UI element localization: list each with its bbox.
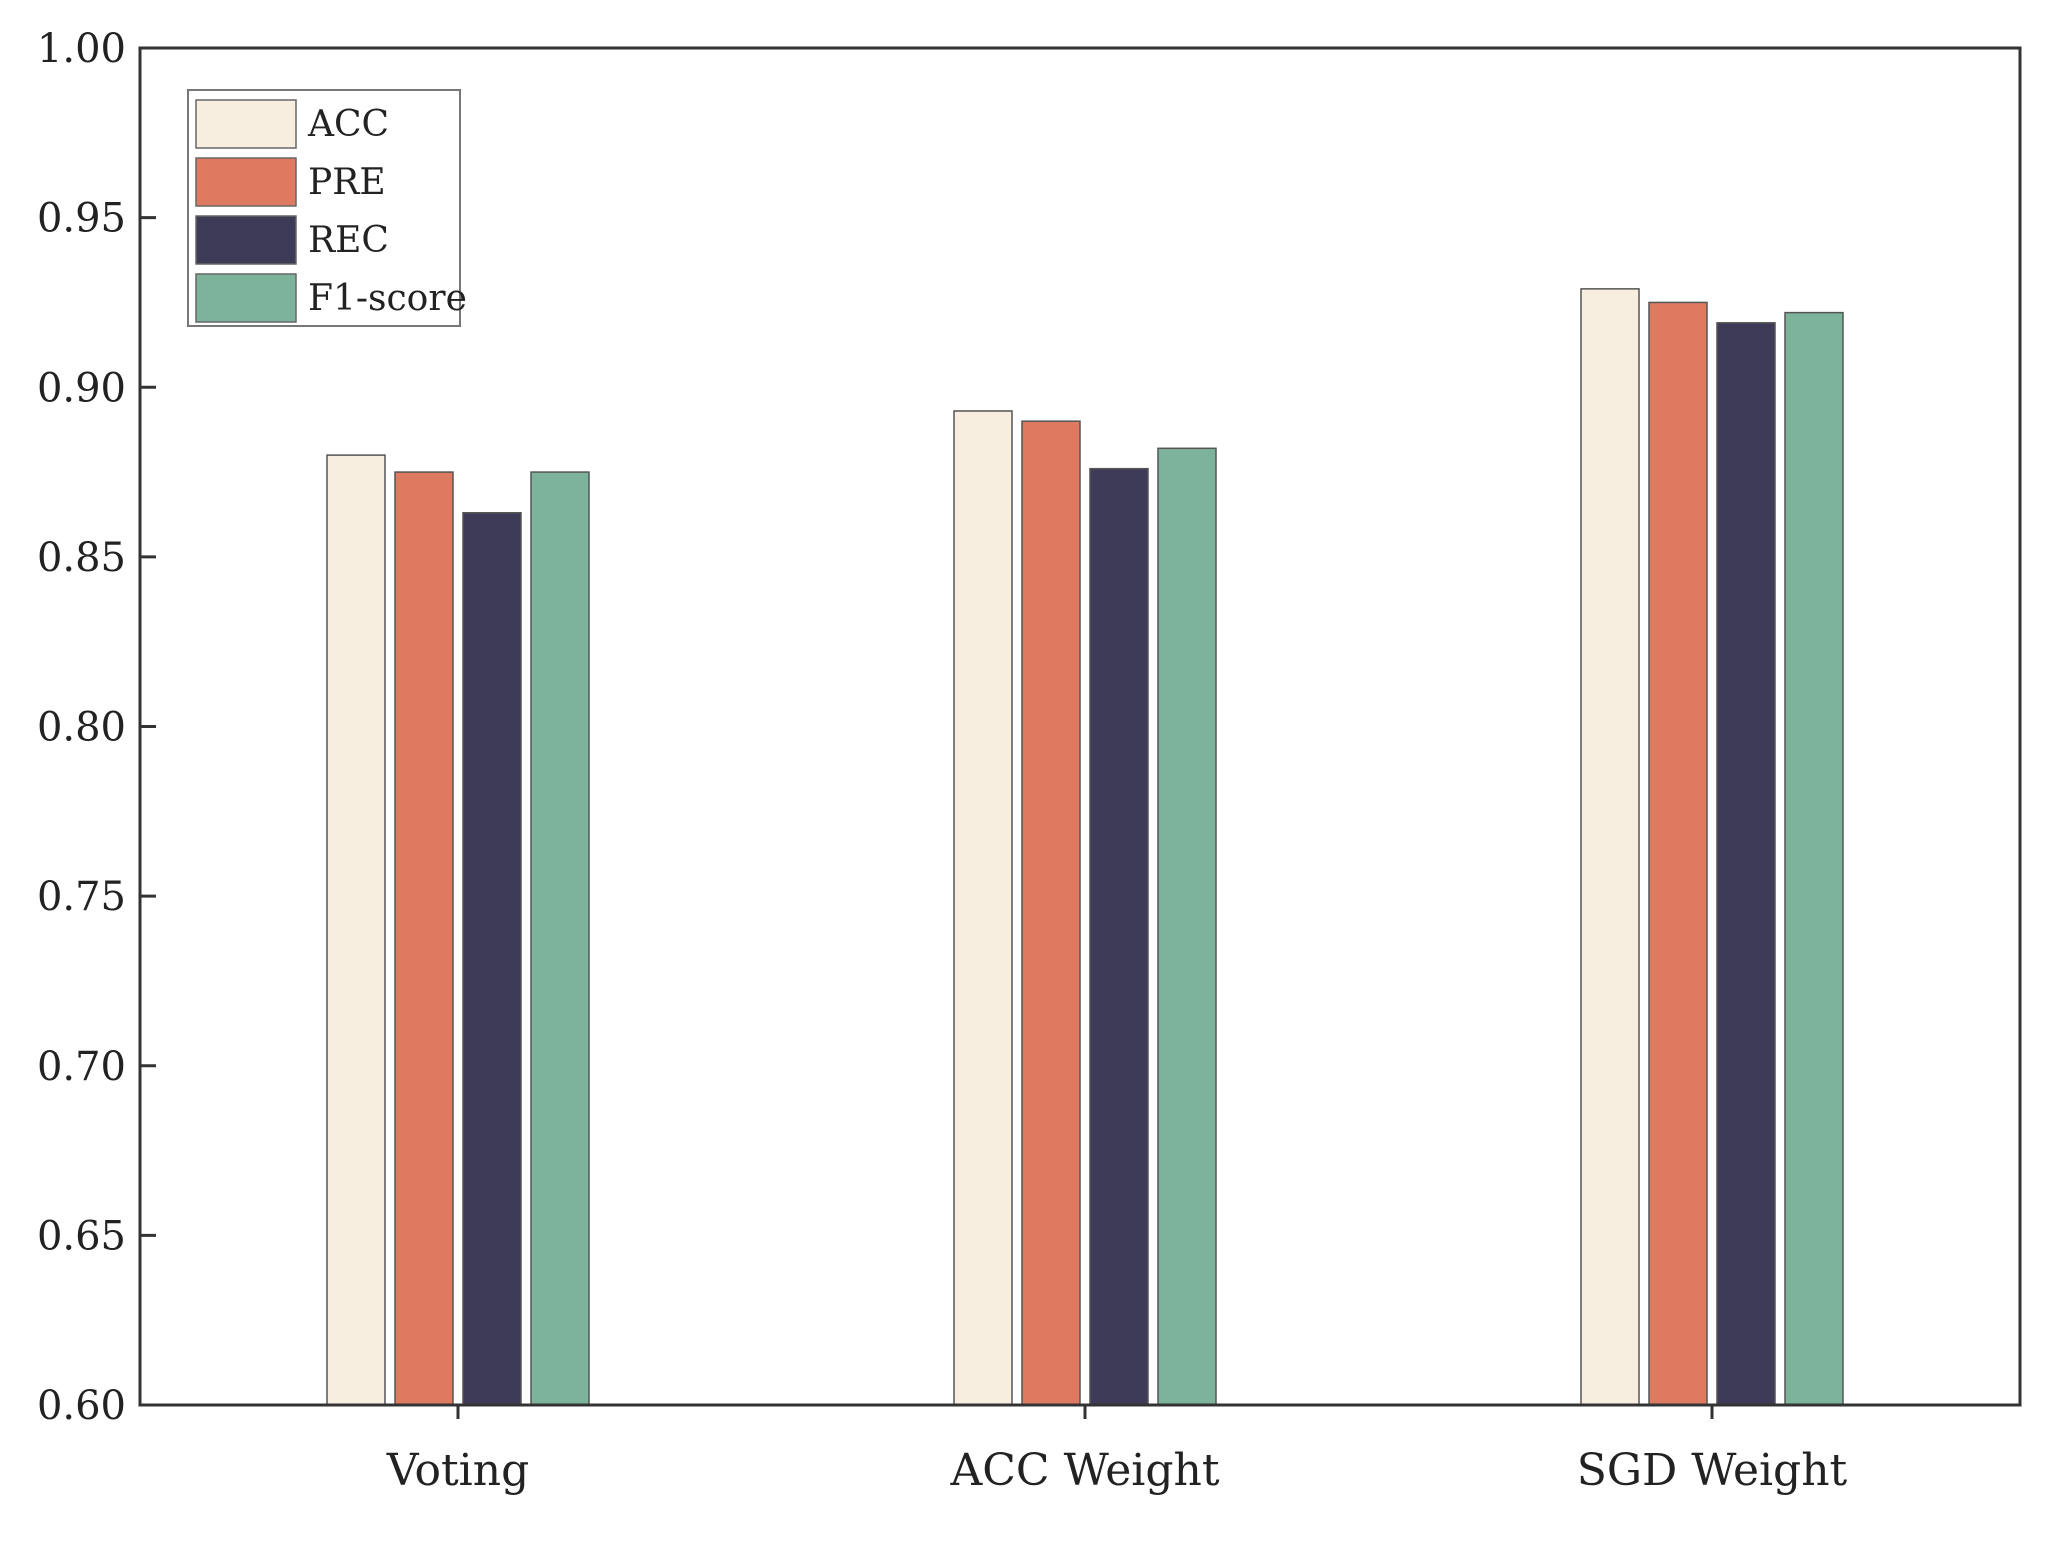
- bar-pre-acc-weight: [1021, 420, 1081, 1406]
- legend-swatch: [195, 157, 297, 207]
- x-category-label: SGD Weight: [1577, 1445, 1848, 1496]
- y-tick-label: 0.85: [37, 535, 126, 581]
- bar-pre-voting: [394, 471, 454, 1406]
- bar-acc-acc-weight: [953, 410, 1013, 1406]
- y-tick-label: 0.75: [37, 874, 126, 920]
- legend-label: F1-score: [308, 278, 467, 319]
- x-axis: Voting ACC Weight SGD Weight: [386, 1405, 1848, 1496]
- bar-acc-sgd-weight: [1580, 288, 1640, 1406]
- y-tick-label: 0.90: [37, 365, 126, 411]
- legend-swatch: [195, 273, 297, 323]
- y-tick-label: 0.70: [37, 1044, 126, 1090]
- legend-swatch: [195, 99, 297, 149]
- legend-label: REC: [308, 220, 389, 261]
- bar-pre-sgd-weight: [1648, 301, 1708, 1406]
- y-tick-label: 1.00: [37, 26, 126, 72]
- legend-label: PRE: [308, 162, 386, 203]
- bar-rec-voting: [462, 512, 522, 1406]
- y-tick-label: 0.80: [37, 705, 126, 751]
- bar-rec-acc-weight: [1089, 467, 1149, 1406]
- y-tick-label: 0.60: [37, 1383, 126, 1429]
- bar-f1-score-sgd-weight: [1784, 311, 1844, 1406]
- x-category-label: Voting: [386, 1445, 529, 1496]
- y-axis: 0.60 0.65 0.70 0.75 0.80 0.85 0.90 0.95 1.00: [37, 26, 156, 1429]
- y-tick-label: 0.65: [37, 1213, 126, 1259]
- bars-layer: [326, 288, 1844, 1406]
- legend-swatch: [195, 215, 297, 265]
- bar-f1-score-voting: [530, 471, 590, 1406]
- legend: ACC PRE REC F1-score: [187, 89, 467, 327]
- y-tick-label: 0.95: [37, 196, 126, 242]
- bar-f1-score-acc-weight: [1157, 447, 1217, 1406]
- bar-rec-sgd-weight: [1716, 322, 1776, 1406]
- bar-acc-voting: [326, 454, 386, 1406]
- legend-label: ACC: [307, 104, 389, 145]
- x-category-label: ACC Weight: [949, 1445, 1219, 1496]
